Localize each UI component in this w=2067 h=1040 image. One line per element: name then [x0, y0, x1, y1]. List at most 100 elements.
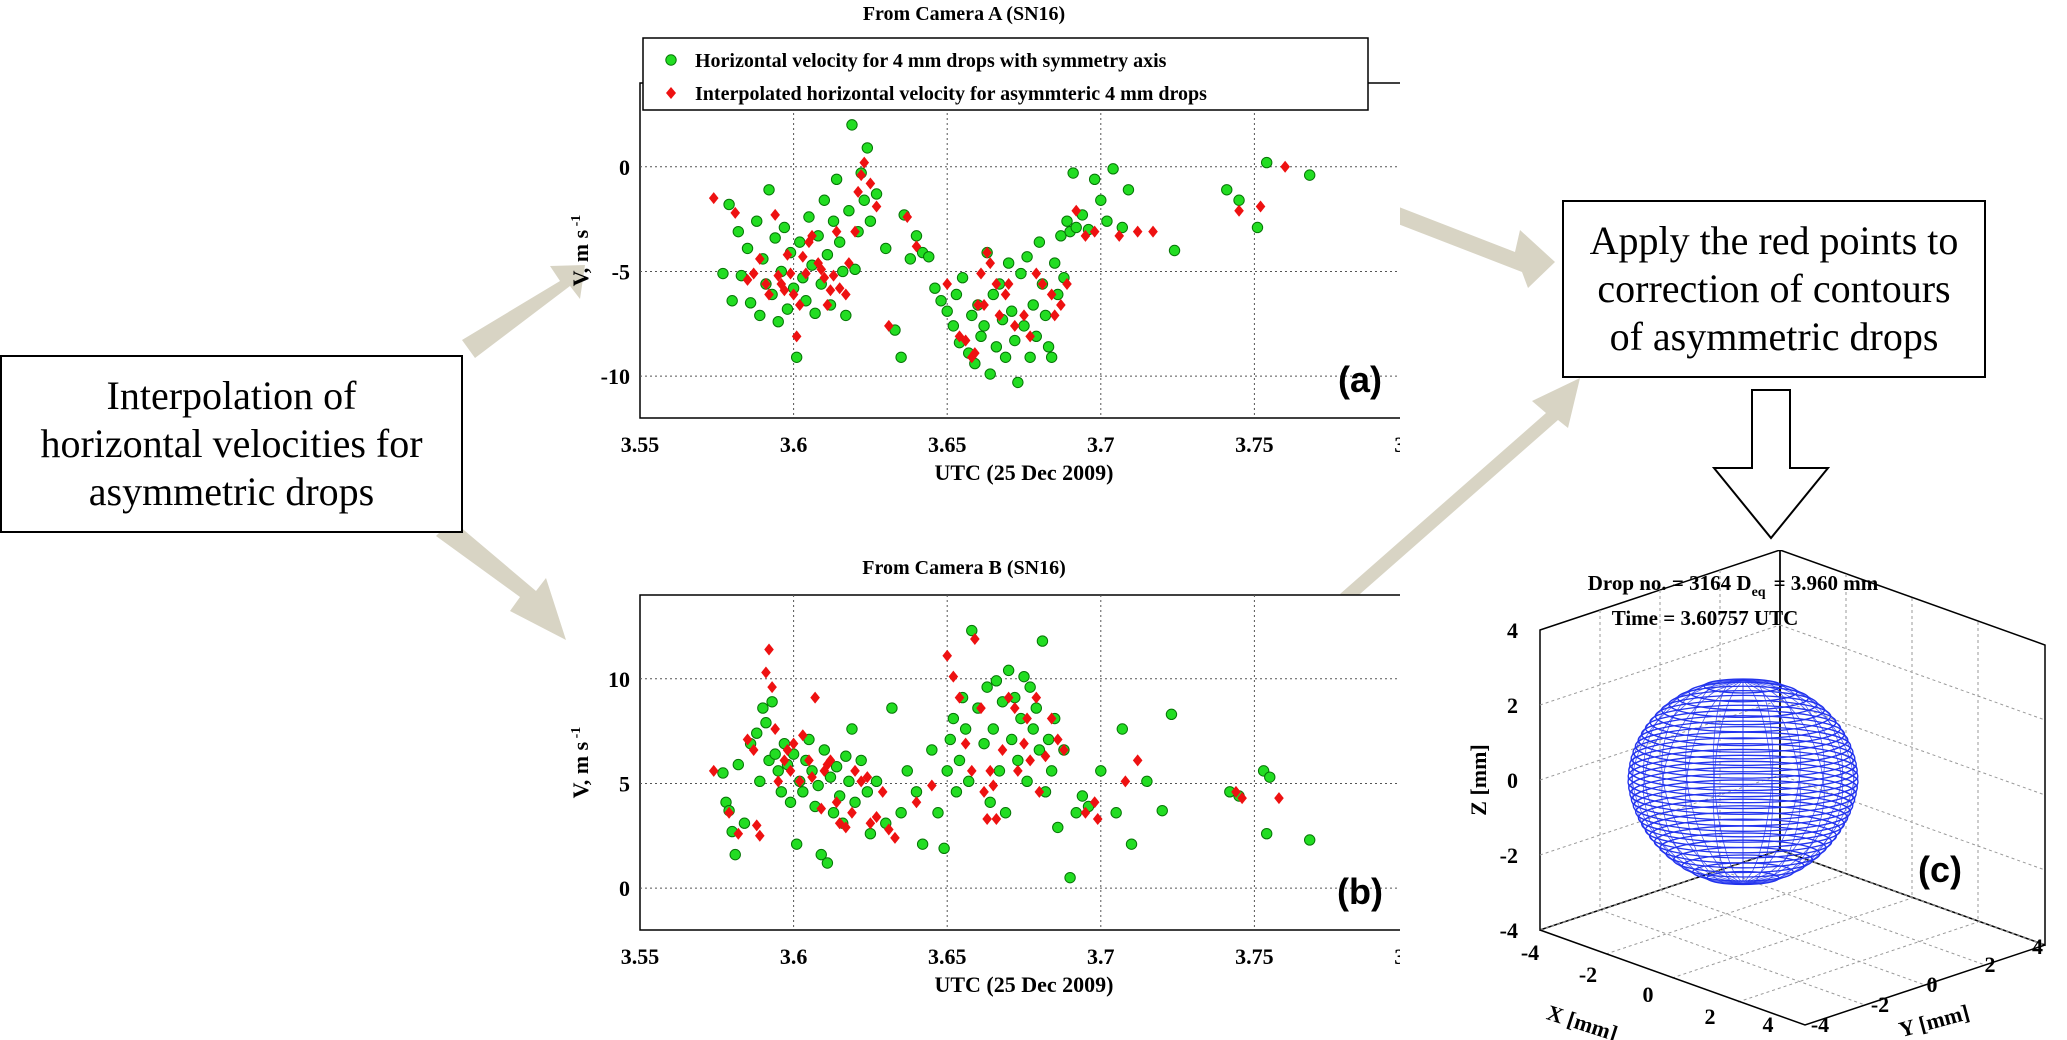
data-point-symmetric — [1064, 871, 1076, 884]
data-point-interpolated — [708, 192, 719, 205]
data-point-interpolated — [764, 288, 774, 301]
data-point-interpolated — [1025, 754, 1035, 767]
data-point-symmetric — [984, 368, 996, 380]
data-point-symmetric — [978, 737, 990, 750]
mesh-meridian — [1661, 679, 1744, 885]
data-point-symmetric — [815, 848, 827, 861]
data-point-symmetric — [830, 760, 843, 773]
data-point-interpolated — [785, 267, 796, 280]
mesh-meridian — [1742, 678, 1774, 885]
data-point-symmetric — [754, 775, 766, 788]
data-point-interpolated — [942, 278, 952, 290]
data-point-symmetric — [1303, 834, 1316, 846]
data-point-symmetric — [864, 827, 877, 840]
drop-surface-mesh — [1627, 678, 1859, 886]
x-tick: -4 — [1521, 940, 1539, 965]
data-point-symmetric — [849, 263, 861, 276]
data-point-interpolated — [819, 271, 830, 284]
data-point-interpolated — [1089, 225, 1100, 238]
y-tick: -2 — [1871, 992, 1889, 1017]
data-point-interpolated — [902, 211, 913, 223]
data-point-symmetric — [932, 807, 944, 819]
data-point-interpolated — [1132, 754, 1143, 767]
y-tick: 4 — [2032, 934, 2043, 959]
data-point-interpolated — [884, 319, 894, 332]
data-point-interpolated — [948, 670, 959, 683]
data-point-symmetric — [1088, 173, 1101, 186]
data-point-symmetric — [818, 744, 831, 756]
data-point-symmetric — [843, 205, 855, 217]
data-point-interpolated — [751, 819, 762, 832]
data-point-interpolated — [825, 284, 836, 297]
interpolation-box: Interpolation of horizontal velocities f… — [0, 355, 463, 533]
data-point-interpolated — [822, 758, 833, 771]
data-point-interpolated — [1255, 200, 1266, 213]
data-point-symmetric — [1030, 702, 1042, 714]
y-tick-label: 0 — [619, 155, 630, 180]
x-tick-label: 3.75 — [1235, 944, 1274, 969]
data-point-interpolated — [1148, 225, 1158, 238]
data-point-symmetric — [1156, 804, 1168, 817]
data-point-interpolated — [954, 691, 965, 704]
data-point-symmetric — [726, 295, 738, 307]
data-point-symmetric — [1070, 221, 1082, 234]
data-point-symmetric — [941, 765, 953, 777]
data-point-symmetric — [953, 754, 966, 767]
data-point-symmetric — [757, 702, 769, 714]
data-point-interpolated — [994, 309, 1005, 322]
data-point-symmetric — [1024, 681, 1036, 693]
data-point-symmetric — [769, 748, 781, 760]
y-axis-label: V, m s -1 — [568, 215, 593, 287]
data-point-symmetric — [855, 754, 867, 767]
data-point-interpolated — [807, 229, 817, 242]
y-axis-label-exponent: -1 — [569, 215, 584, 230]
apply-correction-box: Apply the red points to correction of co… — [1562, 200, 1986, 378]
data-point-interpolated — [1013, 764, 1023, 777]
data-point-interpolated — [865, 177, 876, 190]
chart-3d-drop: Drop no. = 3164 D Drop no. = 3164 Deq = 3… — [1466, 550, 2046, 1040]
data-point-symmetric — [938, 842, 950, 855]
data-point-interpolated — [798, 250, 808, 263]
data-point-symmetric — [904, 253, 917, 265]
data-point-interpolated — [1120, 775, 1131, 788]
interpolation-line-2: horizontal velocities for — [40, 421, 423, 466]
data-point-symmetric — [963, 775, 975, 788]
data-point-symmetric — [1021, 251, 1033, 263]
mesh-meridian — [1742, 679, 1774, 885]
data-point-symmetric — [1260, 827, 1273, 840]
data-point-interpolated — [1049, 309, 1060, 322]
data-point-symmetric — [1042, 733, 1055, 746]
data-point-symmetric — [950, 288, 963, 301]
data-point-interpolated — [985, 257, 996, 270]
data-point-symmetric — [1027, 723, 1039, 735]
data-point-symmetric — [830, 173, 843, 186]
chart-c-annotation-value: = 3.960 mm — [1774, 571, 1879, 595]
data-point-interpolated — [1046, 712, 1057, 725]
data-point-interpolated — [844, 257, 854, 270]
data-point-symmetric — [1036, 635, 1049, 647]
data-point-symmetric — [818, 194, 831, 206]
chart-c-zlabel: Z [mm] — [1466, 744, 1491, 815]
data-point-interpolated — [847, 806, 857, 819]
data-point-symmetric — [821, 248, 834, 261]
data-point-interpolated — [785, 764, 796, 777]
data-point-symmetric — [1018, 670, 1030, 683]
y-tick-label: 10 — [608, 667, 630, 692]
data-point-symmetric — [1076, 790, 1089, 802]
data-point-interpolated — [988, 779, 999, 792]
data-point-interpolated — [973, 298, 983, 311]
data-point-symmetric — [901, 765, 913, 777]
down-arrow — [1711, 389, 1831, 540]
data-point-symmetric — [790, 351, 803, 363]
data-point-symmetric — [1122, 184, 1135, 196]
data-point-interpolated — [708, 764, 719, 777]
data-point-interpolated — [1089, 796, 1100, 809]
x-tick-label: 3.65 — [928, 944, 967, 969]
data-point-interpolated — [755, 252, 765, 265]
mesh-meridian — [1742, 679, 1844, 885]
data-point-symmetric — [880, 242, 892, 255]
data-point-interpolated — [761, 278, 771, 290]
data-point-interpolated — [976, 267, 986, 280]
y-tick-label: -10 — [601, 364, 630, 389]
